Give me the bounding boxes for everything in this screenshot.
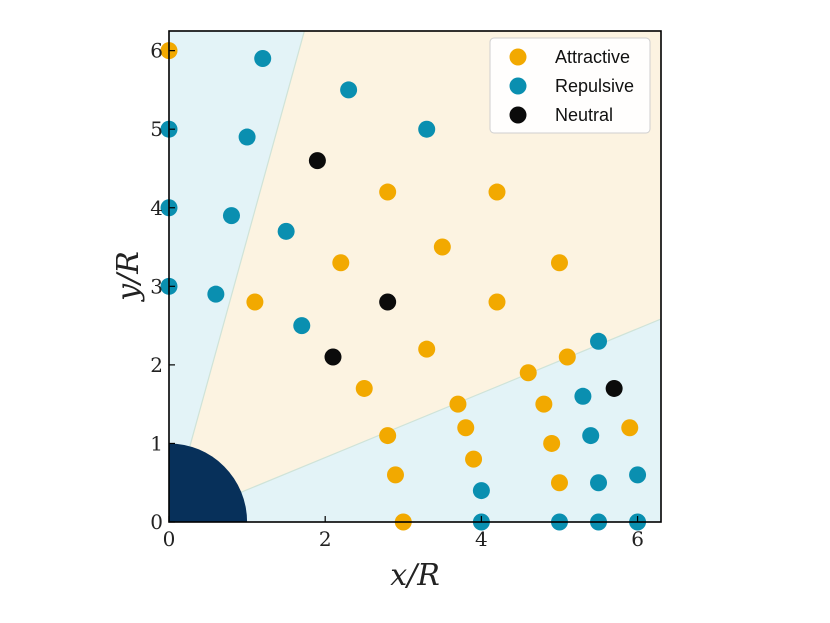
attractive-point: [418, 340, 436, 358]
attractive-point: [379, 183, 397, 201]
y-tick-label: 4: [150, 196, 163, 220]
legend-marker-repulsive: [509, 77, 527, 95]
attractive-point: [332, 254, 350, 272]
attractive-point: [535, 395, 553, 413]
repulsive-point: [222, 207, 240, 225]
x-tick-label: 0: [163, 527, 176, 551]
legend-marker-attractive: [509, 48, 527, 66]
attractive-point: [433, 238, 451, 256]
attractive-point: [519, 364, 537, 382]
x-tick-label: 4: [475, 527, 488, 551]
y-tick-label: 0: [150, 510, 163, 534]
repulsive-point: [590, 474, 608, 492]
y-tick-label: 3: [150, 274, 163, 298]
x-axis-ticks: 0 2 4 6: [163, 516, 644, 551]
attractive-point: [488, 293, 506, 311]
neutral-point: [605, 379, 623, 397]
plot-frame: [168, 30, 662, 523]
region-boundary-line: [169, 31, 305, 522]
repulsive-point: [254, 49, 272, 67]
attractive-point: [621, 419, 639, 437]
core-disk: [169, 443, 248, 522]
repulsive-point: [293, 317, 311, 335]
core-layer: [169, 443, 248, 522]
neutral-point: [379, 293, 397, 311]
repulsive-point: [472, 482, 490, 500]
attractive-point: [386, 466, 404, 484]
repulsive-point: [238, 128, 256, 146]
attractive-point: [550, 254, 568, 272]
attractive-point: [449, 395, 467, 413]
y-tick-label: 6: [150, 39, 163, 63]
repulsive-point: [340, 81, 358, 99]
legend-label-attractive: Attractive: [555, 47, 630, 67]
x-tick-label: 2: [319, 527, 332, 551]
attractive-point: [457, 419, 475, 437]
x-axis-label: x/R: [390, 558, 440, 593]
legend: Attractive Repulsive Neutral: [489, 37, 651, 134]
repulsive-point: [207, 285, 225, 303]
legend-label-neutral: Neutral: [555, 105, 613, 125]
y-axis-label: y/R: [111, 251, 146, 303]
legend-items: Attractive Repulsive Neutral: [509, 47, 634, 125]
repulsive-point: [418, 120, 436, 138]
attractive-point: [488, 183, 506, 201]
y-tick-label: 1: [150, 431, 163, 455]
x-tick-label: 6: [631, 527, 644, 551]
repulsive-point: [574, 387, 592, 405]
neutral-point: [324, 348, 342, 366]
attractive-point: [543, 434, 561, 452]
attractive-point: [355, 379, 373, 397]
y-tick-label: 5: [150, 117, 163, 141]
attractive-point: [558, 348, 576, 366]
legend-marker-neutral: [509, 106, 527, 124]
repulsive-point: [582, 427, 600, 445]
repulsive-point: [629, 466, 647, 484]
attractive-point: [379, 427, 397, 445]
neutral-point: [308, 152, 326, 170]
legend-label-repulsive: Repulsive: [555, 76, 634, 96]
y-tick-label: 2: [150, 353, 163, 377]
region-boundary-line: [169, 318, 661, 522]
y-axis-ticks: 0 1 2 3 4 5 6: [150, 39, 175, 534]
attractive-point: [465, 450, 483, 468]
attractive-point: [246, 293, 264, 311]
attractive-region: [169, 31, 661, 522]
legend-box: [489, 37, 651, 134]
repulsive-point: [590, 332, 608, 350]
repulsive-point: [277, 222, 295, 240]
attractive-point: [550, 474, 568, 492]
